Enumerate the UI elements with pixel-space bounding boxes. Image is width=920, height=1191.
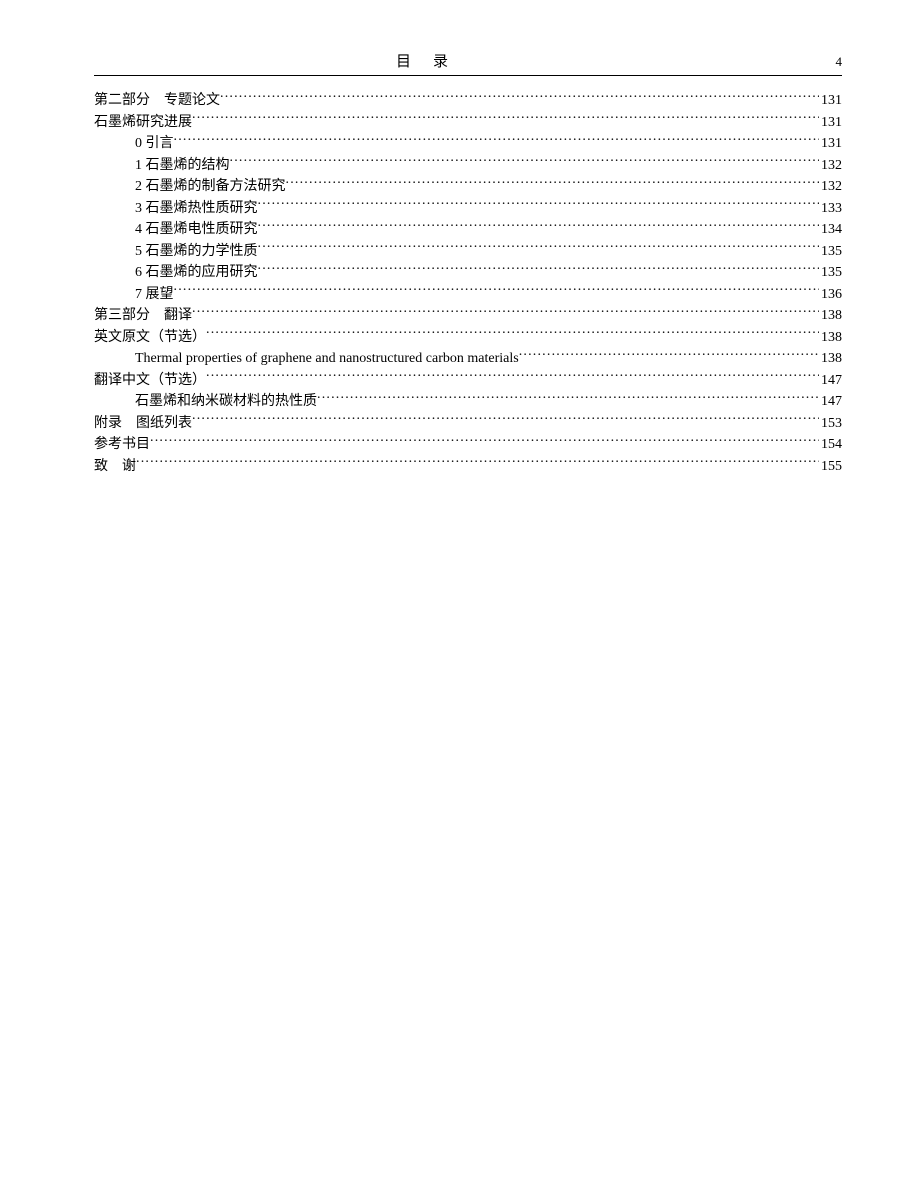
toc-label: 3 石墨烯热性质研究 <box>135 198 258 220</box>
toc-label: 2 石墨烯的制备方法研究 <box>135 176 286 198</box>
toc-label: 参考书目 <box>94 434 150 456</box>
header: 目录 4 <box>94 50 842 76</box>
toc-row: Thermal properties of graphene and nanos… <box>94 348 842 370</box>
toc-leader-dots <box>258 198 820 212</box>
toc-page-number: 131 <box>819 112 842 134</box>
toc-row: 6 石墨烯的应用研究 135 <box>94 262 842 284</box>
toc-label: 附录 图纸列表 <box>94 413 192 435</box>
toc-page-number: 147 <box>819 370 842 392</box>
toc-list: 第二部分 专题论文 131石墨烯研究进展 1310 引言1311 石墨烯的结构 … <box>94 90 842 477</box>
toc-leader-dots <box>192 413 819 427</box>
toc-row: 5 石墨烯的力学性质 135 <box>94 241 842 263</box>
toc-row: 致 谢 155 <box>94 456 842 478</box>
toc-row: 第三部分 翻译 138 <box>94 305 842 327</box>
toc-row: 第二部分 专题论文 131 <box>94 90 842 112</box>
toc-row: 附录 图纸列表 153 <box>94 413 842 435</box>
toc-page-number: 147 <box>819 391 842 413</box>
toc-page-number: 135 <box>819 262 842 284</box>
toc-leader-dots <box>206 327 819 341</box>
toc-leader-dots <box>519 348 819 362</box>
toc-page-number: 138 <box>819 305 842 327</box>
toc-leader-dots <box>258 262 820 276</box>
toc-leader-dots <box>192 112 819 126</box>
toc-page-number: 132 <box>819 155 842 177</box>
toc-leader-dots <box>230 155 820 169</box>
toc-label: 英文原文（节选） <box>94 327 206 349</box>
toc-label: 0 引言 <box>135 133 174 155</box>
toc-label: 第三部分 翻译 <box>94 305 192 327</box>
toc-page-number: 138 <box>819 348 842 370</box>
toc-leader-dots <box>258 219 820 233</box>
toc-page-number: 136 <box>819 284 842 306</box>
toc-page-number: 131 <box>819 133 842 155</box>
page-title: 目录 <box>396 50 470 71</box>
toc-label: 致 谢 <box>94 456 136 478</box>
toc-label: 5 石墨烯的力学性质 <box>135 241 258 263</box>
toc-label: 第二部分 专题论文 <box>94 90 220 112</box>
toc-page-number: 155 <box>819 456 842 478</box>
toc-label: Thermal properties of graphene and nanos… <box>135 348 519 370</box>
toc-label: 6 石墨烯的应用研究 <box>135 262 258 284</box>
toc-page-number: 138 <box>819 327 842 349</box>
toc-label: 4 石墨烯电性质研究 <box>135 219 258 241</box>
toc-row: 7 展望 136 <box>94 284 842 306</box>
toc-leader-dots <box>258 241 820 255</box>
toc-row: 翻译中文（节选） 147 <box>94 370 842 392</box>
toc-page-number: 133 <box>819 198 842 220</box>
toc-leader-dots <box>174 284 820 298</box>
toc-page-number: 134 <box>819 219 842 241</box>
toc-page-number: 131 <box>819 90 842 112</box>
toc-row: 3 石墨烯热性质研究 133 <box>94 198 842 220</box>
toc-leader-dots <box>206 370 819 384</box>
toc-page-number: 132 <box>819 176 842 198</box>
toc-label: 石墨烯研究进展 <box>94 112 192 134</box>
toc-leader-dots <box>150 434 819 448</box>
toc-row: 英文原文（节选） 138 <box>94 327 842 349</box>
toc-row: 1 石墨烯的结构 132 <box>94 155 842 177</box>
toc-row: 4 石墨烯电性质研究 134 <box>94 219 842 241</box>
toc-page-number: 135 <box>819 241 842 263</box>
toc-label: 石墨烯和纳米碳材料的热性质 <box>135 391 317 413</box>
toc-label: 7 展望 <box>135 284 174 306</box>
toc-page-number: 153 <box>819 413 842 435</box>
toc-row: 石墨烯研究进展 131 <box>94 112 842 134</box>
toc-leader-dots <box>286 176 820 190</box>
toc-leader-dots <box>220 90 819 104</box>
toc-row: 2 石墨烯的制备方法研究 132 <box>94 176 842 198</box>
toc-leader-dots <box>192 305 819 319</box>
toc-row: 0 引言 131 <box>94 133 842 155</box>
toc-label: 1 石墨烯的结构 <box>135 155 230 177</box>
toc-page-number: 154 <box>819 434 842 456</box>
toc-leader-dots <box>317 391 819 405</box>
toc-leader-dots <box>136 456 819 470</box>
header-page-number: 4 <box>836 54 843 70</box>
toc-row: 石墨烯和纳米碳材料的热性质 147 <box>94 391 842 413</box>
toc-label: 翻译中文（节选） <box>94 370 206 392</box>
toc-leader-dots <box>174 133 820 147</box>
toc-row: 参考书目 154 <box>94 434 842 456</box>
